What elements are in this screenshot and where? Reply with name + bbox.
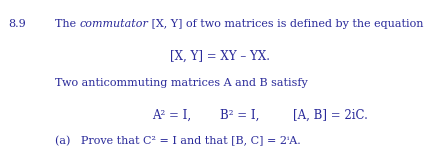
Text: [A, B] = 2iC.: [A, B] = 2iC. [293,109,367,122]
Text: [X, Y] = XY – YX.: [X, Y] = XY – YX. [170,50,270,63]
Text: A² = I,: A² = I, [152,109,191,122]
Text: commutator: commutator [80,19,148,29]
Text: Two anticommuting matrices A and B satisfy: Two anticommuting matrices A and B satis… [55,78,308,88]
Text: 8.9: 8.9 [8,19,26,29]
Text: The: The [55,19,80,29]
Text: (a)   Prove that C² = I and that [B, C] = 2ⁱA.: (a) Prove that C² = I and that [B, C] = … [55,136,301,146]
Text: [X, Y] of two matrices is defined by the equation: [X, Y] of two matrices is defined by the… [148,19,424,29]
Text: B² = I,: B² = I, [220,109,259,122]
